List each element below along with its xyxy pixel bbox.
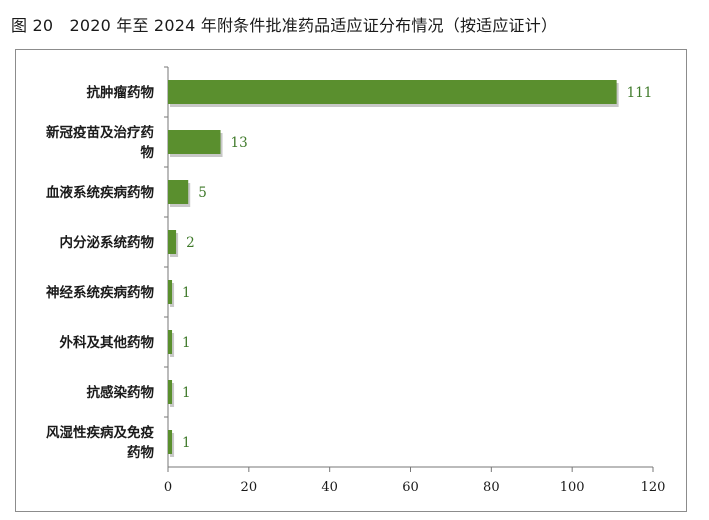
- bar-value-label: 111: [627, 85, 653, 101]
- x-tick-label: 60: [402, 480, 419, 495]
- category-label: 血液系统疾病药物: [46, 184, 154, 201]
- bar-value-label: 2: [186, 235, 195, 251]
- bar-value-label: 5: [198, 185, 207, 201]
- bar: [168, 430, 173, 454]
- bar-value-label: 1: [182, 435, 191, 451]
- bar: [168, 180, 189, 204]
- bar-value-label: 1: [182, 285, 191, 301]
- category-label: 抗感染药物: [87, 384, 155, 401]
- category-label: 外科及其他药物: [60, 334, 155, 351]
- bar-value-label: 1: [182, 385, 191, 401]
- category-label: 物: [141, 144, 155, 161]
- bar: [168, 280, 173, 304]
- category-label: 新冠疫苗及治疗药: [46, 124, 154, 141]
- x-tick-label: 100: [560, 480, 585, 495]
- bar: [168, 330, 173, 354]
- x-tick-label: 120: [641, 480, 666, 495]
- bar-value-label: 1: [182, 335, 191, 351]
- bar: [168, 380, 173, 404]
- x-tick-label: 20: [241, 480, 258, 495]
- x-tick-label: 40: [321, 480, 338, 495]
- category-label: 内分泌系统药物: [60, 234, 155, 251]
- bar: [168, 80, 617, 104]
- chart-frame: 0 20 40 60 80 100 120 111 抗肿瘤药物 13 新冠疫苗及治疗药物 5 血液系统疾…: [15, 49, 687, 512]
- figure-title: 图 20 2020 年至 2024 年附条件批准药品适应证分布情况（按适应证计）: [11, 16, 558, 35]
- x-tick-label: 80: [483, 480, 500, 495]
- category-label: 抗肿瘤药物: [87, 84, 155, 101]
- bar: [168, 130, 221, 154]
- bar-value-label: 13: [231, 135, 248, 151]
- category-label: 风湿性疾病及免疫: [46, 424, 154, 441]
- bar: [168, 230, 177, 254]
- bar-chart: 0 20 40 60 80 100 120111抗肿瘤药物13新冠疫苗及治疗药物5血液系统疾…: [46, 66, 666, 495]
- x-tick-label: 0: [164, 480, 172, 495]
- category-label: 药物: [127, 444, 154, 461]
- category-label: 神经系统疾病药物: [46, 284, 154, 301]
